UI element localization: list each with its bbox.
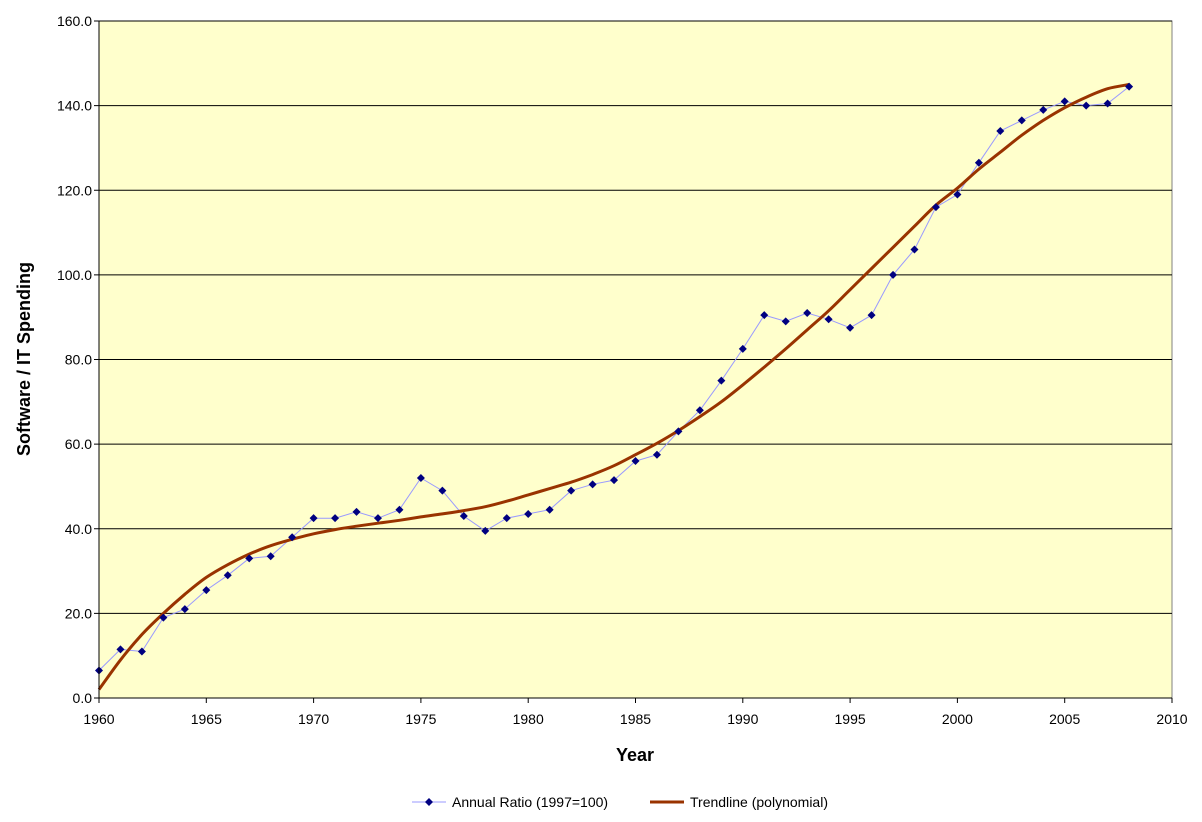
- data-point-annual-ratio: [373, 514, 382, 523]
- y-tick-label: 120.0: [57, 182, 92, 198]
- series-line-trendline: [97, 83, 1130, 691]
- data-point-annual-ratio: [545, 505, 554, 514]
- x-axis-ticks: 1960 1965 1970 1975 1980 1985 1990 1995 2000 2005…: [83, 698, 1188, 727]
- data-point-annual-ratio: [781, 317, 790, 326]
- x-tick-label: 1985: [620, 711, 651, 727]
- x-tick-label: 2010: [1156, 711, 1187, 727]
- y-tick-label: 40.0: [65, 521, 92, 537]
- gridlines: [99, 20, 1172, 614]
- legend: Annual Ratio (1997=100) Trendline (polyn…: [412, 794, 828, 810]
- x-tick-label: 1970: [298, 711, 329, 727]
- data-point-annual-ratio: [116, 645, 125, 654]
- legend-label-annual: Annual Ratio (1997=100): [452, 794, 608, 810]
- data-point-annual-ratio: [524, 509, 533, 518]
- data-point-annual-ratio: [481, 526, 490, 535]
- data-point-annual-ratio: [588, 480, 597, 489]
- y-axis-ticks: 0.0 20.0 40.0 60.0 80.0 100.0 120.0 140.0 160.0: [57, 13, 99, 706]
- data-point-annual-ratio: [652, 450, 661, 459]
- data-point-annual-ratio: [996, 127, 1005, 136]
- data-point-annual-ratio: [395, 505, 404, 514]
- data-point-annual-ratio: [760, 311, 769, 320]
- x-tick-label: 1990: [727, 711, 758, 727]
- data-point-annual-ratio: [1039, 105, 1048, 114]
- data-point-annual-ratio: [1060, 97, 1069, 106]
- x-tick-label: 1975: [405, 711, 436, 727]
- data-point-annual-ratio: [931, 203, 940, 212]
- x-tick-label: 1980: [513, 711, 544, 727]
- y-tick-label: 100.0: [57, 267, 92, 283]
- data-point-annual-ratio: [502, 514, 511, 523]
- y-tick-label: 60.0: [65, 436, 92, 452]
- x-tick-label: 1960: [83, 711, 114, 727]
- x-tick-label: 2005: [1049, 711, 1080, 727]
- data-point-annual-ratio: [674, 427, 683, 436]
- data-point-annual-ratio: [137, 647, 146, 656]
- data-point-annual-ratio: [867, 311, 876, 320]
- y-tick-label: 160.0: [57, 13, 92, 29]
- x-tick-label: 1965: [191, 711, 222, 727]
- data-point-annual-ratio: [910, 245, 919, 254]
- data-point-annual-ratio: [352, 507, 361, 516]
- data-point-annual-ratio: [953, 190, 962, 199]
- data-point-annual-ratio: [1017, 116, 1026, 125]
- y-axis-title: Software / IT Spending: [14, 262, 34, 456]
- data-point-annual-ratio: [846, 323, 855, 332]
- x-tick-label: 1995: [835, 711, 866, 727]
- data-point-annual-ratio: [180, 605, 189, 614]
- x-tick-label: 2000: [942, 711, 973, 727]
- data-point-annual-ratio: [1082, 101, 1091, 110]
- data-point-annual-ratio: [266, 552, 275, 561]
- data-point-annual-ratio: [610, 476, 619, 485]
- data-point-annual-ratio: [416, 473, 425, 482]
- data-point-annual-ratio: [309, 514, 318, 523]
- data-point-annual-ratio: [459, 512, 468, 521]
- data-point-annual-ratio: [159, 613, 168, 622]
- legend-marker-annual: [425, 798, 433, 806]
- data-point-annual-ratio: [1125, 82, 1134, 91]
- data-point-annual-ratio: [824, 315, 833, 324]
- data-point-annual-ratio: [803, 308, 812, 317]
- y-tick-label: 140.0: [57, 98, 92, 114]
- data-point-annual-ratio: [223, 571, 232, 580]
- y-tick-label: 80.0: [65, 352, 92, 368]
- data-point-annual-ratio: [438, 486, 447, 495]
- y-tick-label: 0.0: [73, 690, 93, 706]
- data-point-annual-ratio: [288, 533, 297, 542]
- data-point-annual-ratio: [717, 376, 726, 385]
- data-point-annual-ratio: [567, 486, 576, 495]
- data-point-annual-ratio: [974, 158, 983, 167]
- y-tick-label: 20.0: [65, 605, 92, 621]
- data-point-annual-ratio: [695, 406, 704, 415]
- data-point-annual-ratio: [1103, 99, 1112, 108]
- data-point-annual-ratio: [738, 344, 747, 353]
- data-point-annual-ratio: [889, 270, 898, 279]
- x-axis-title: Year: [616, 745, 654, 765]
- series-layer: [95, 82, 1134, 691]
- data-point-annual-ratio: [631, 457, 640, 466]
- legend-label-trend: Trendline (polynomial): [690, 794, 828, 810]
- data-point-annual-ratio: [331, 514, 340, 523]
- data-point-annual-ratio: [245, 554, 254, 563]
- data-point-annual-ratio: [202, 586, 211, 595]
